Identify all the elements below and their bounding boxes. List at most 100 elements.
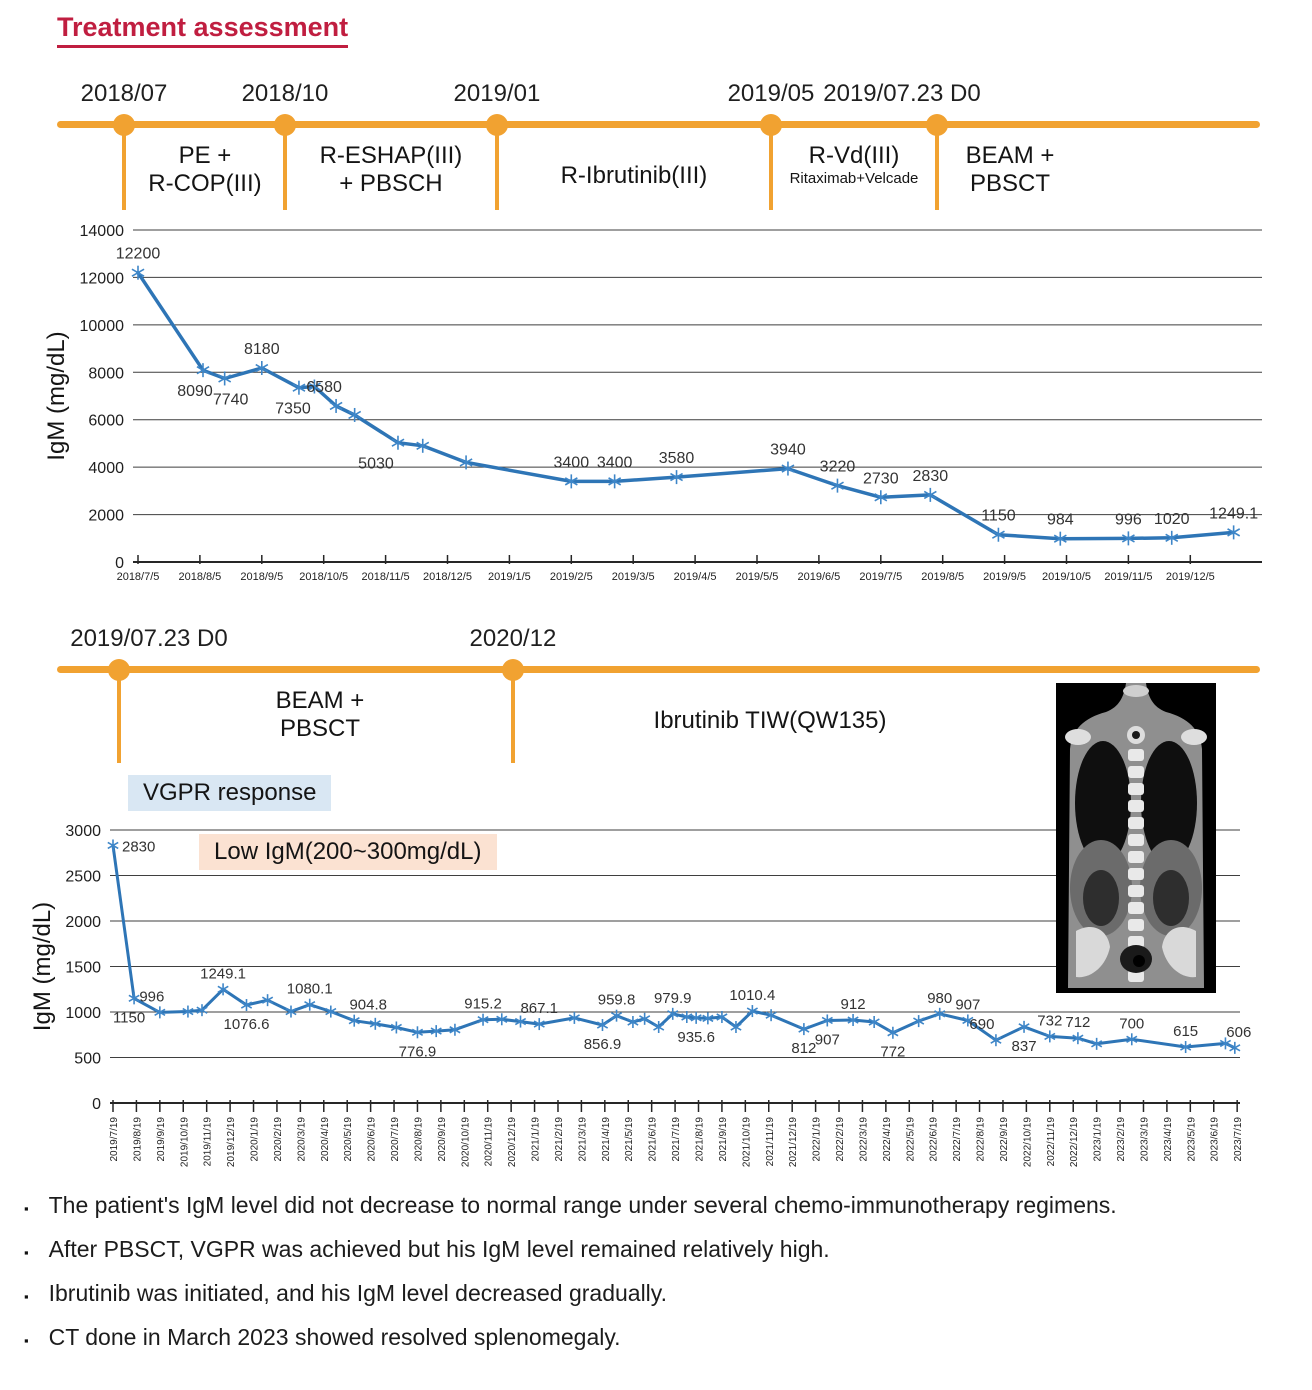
- summary-bullets: ▪ The patient's IgM level did not decreas…: [24, 1192, 1304, 1368]
- x-axis-tick-label: 2022/12/19: [1069, 1117, 1080, 1167]
- x-axis-tick-label: 2021/8/19: [695, 1117, 706, 1162]
- data-label: 3220: [820, 459, 856, 476]
- summary-bullet-item: ▪ Ibrutinib was initiated, and his IgM le…: [24, 1280, 1304, 1307]
- timeline-event-tick: [122, 134, 126, 210]
- x-axis-tick-label: 2019/1/5: [488, 571, 531, 583]
- x-axis-tick-label: 2022/10/19: [1022, 1117, 1033, 1167]
- data-point-marker: [781, 461, 795, 476]
- x-axis-tick-label: 2022/4/19: [882, 1117, 893, 1162]
- data-point-marker: [325, 1005, 337, 1018]
- x-axis-tick-label: 2021/5/19: [624, 1117, 635, 1162]
- treatment-phase-line: PE +: [178, 142, 232, 169]
- data-label: 732: [1037, 1012, 1062, 1029]
- data-point-marker: [514, 1015, 527, 1028]
- data-label: 1150: [981, 508, 1016, 525]
- x-axis-tick-label: 2020/6/19: [367, 1117, 378, 1162]
- x-axis-tick-label: 2020/11/19: [484, 1117, 495, 1167]
- x-axis-tick-label: 2020/3/19: [296, 1117, 307, 1162]
- timeline-event-dot: [759, 113, 782, 136]
- ct-spine-segment: [1128, 766, 1144, 778]
- x-axis-tick-label: 2019/12/19: [226, 1117, 237, 1167]
- bullet-text: The patient's IgM level did not decrease…: [48, 1192, 1117, 1218]
- x-axis-tick-label: 2018/8/5: [178, 571, 221, 583]
- data-point-marker: [887, 1026, 899, 1039]
- x-axis-tick-label: 2019/8/5: [921, 571, 964, 583]
- treatment-phase-line: BEAM +: [965, 142, 1055, 169]
- data-point-marker: [261, 994, 274, 1007]
- data-point-marker: [1091, 1037, 1103, 1050]
- data-point-marker: [182, 1005, 194, 1018]
- x-axis-tick-label: 2021/12/19: [788, 1117, 799, 1167]
- bullet-text: CT done in March 2023 showed resolved sp…: [48, 1324, 621, 1350]
- ct-spine-segment: [1128, 868, 1144, 880]
- ct-scan-image: [1056, 683, 1216, 993]
- data-point-marker: [196, 363, 210, 378]
- data-label: 980: [927, 990, 952, 1007]
- data-point-marker: [990, 1034, 1002, 1047]
- bullet-square-icon: ▪: [24, 1289, 29, 1304]
- data-label: 772: [880, 1044, 905, 1061]
- data-label: 690: [969, 1016, 994, 1033]
- data-label: 606: [1226, 1024, 1251, 1041]
- data-label: 5030: [358, 456, 394, 473]
- data-label: 996: [1115, 511, 1142, 528]
- data-point-marker: [670, 470, 683, 485]
- data-label: 1249.1: [200, 965, 246, 982]
- data-point-marker: [667, 1007, 679, 1020]
- timeline-event-tick: [116, 679, 121, 763]
- x-axis-tick-label: 2019/12/5: [1166, 571, 1215, 583]
- x-axis-tick-label: 2020/9/19: [437, 1117, 448, 1162]
- timeline-event-date: 2019/07.23 D0: [70, 625, 228, 652]
- data-point-marker: [1053, 531, 1067, 546]
- ct-spine-segment: [1128, 749, 1144, 761]
- treatment-phase-line: + PBSCH: [339, 170, 443, 198]
- y-axis-tick-label: 4000: [88, 460, 124, 477]
- data-label: 8090: [177, 383, 213, 400]
- data-point-marker: [217, 983, 229, 996]
- data-point-marker: [285, 1005, 297, 1018]
- treatment-phase-subtitle: Ritaximab+Velcade: [789, 170, 919, 188]
- ct-spine-segment: [1128, 885, 1144, 897]
- data-point-marker: [1165, 530, 1179, 545]
- x-axis-tick-label: 2022/9/19: [999, 1117, 1010, 1162]
- x-axis-tick-label: 2023/7/19: [1233, 1117, 1244, 1162]
- x-axis-tick-label: 2022/8/19: [976, 1117, 987, 1162]
- x-axis-tick-label: 2021/2/19: [554, 1117, 565, 1162]
- x-axis-tick-label: 2018/12/5: [423, 571, 472, 583]
- data-point-marker: [639, 1012, 651, 1025]
- data-label: 615: [1173, 1023, 1198, 1040]
- timeline-event-dot: [113, 113, 135, 136]
- data-point-marker: [874, 490, 888, 505]
- data-point-marker: [610, 1009, 623, 1022]
- x-axis-tick-label: 2019/9/19: [156, 1117, 167, 1162]
- y-axis-tick-label: 0: [115, 555, 124, 572]
- data-point-marker: [390, 1021, 402, 1034]
- data-label: 979.9: [654, 990, 692, 1007]
- data-label: 3400: [597, 454, 633, 471]
- treatment-phase-label: BEAM + PBSCT: [276, 687, 365, 744]
- y-axis-tick-label: 2000: [88, 508, 124, 525]
- x-axis-tick-label: 2022/2/19: [835, 1117, 846, 1162]
- timeline-event-dot: [107, 658, 130, 681]
- treatment-phase-line: BEAM +: [275, 687, 365, 714]
- treatment-phase-label: R-Ibrutinib(III): [561, 142, 708, 190]
- y-axis-tick-label: 1500: [65, 960, 101, 977]
- data-label: 1076.6: [224, 1016, 270, 1033]
- data-label: 12200: [116, 246, 161, 263]
- data-point-marker: [831, 478, 844, 493]
- treatment-phase-label: PE + R-COP(III): [148, 142, 261, 199]
- treatment-phase-line: R-Vd(III): [808, 142, 900, 169]
- data-point-marker: [627, 1016, 639, 1029]
- x-axis-tick-label: 2019/11/19: [203, 1117, 214, 1167]
- data-point-marker: [821, 1014, 833, 1027]
- x-axis-tick-label: 2019/10/19: [179, 1117, 190, 1167]
- data-label: 7350: [275, 401, 311, 418]
- data-point-marker: [681, 1011, 693, 1024]
- ct-spine-segment: [1128, 834, 1144, 846]
- x-axis-tick-label: 2020/8/19: [413, 1117, 424, 1162]
- data-point-marker: [196, 1004, 208, 1017]
- y-axis-tick-label: 12000: [80, 270, 125, 287]
- data-point-marker: [746, 1005, 758, 1018]
- data-point-marker: [991, 527, 1005, 542]
- data-point-marker: [533, 1018, 545, 1031]
